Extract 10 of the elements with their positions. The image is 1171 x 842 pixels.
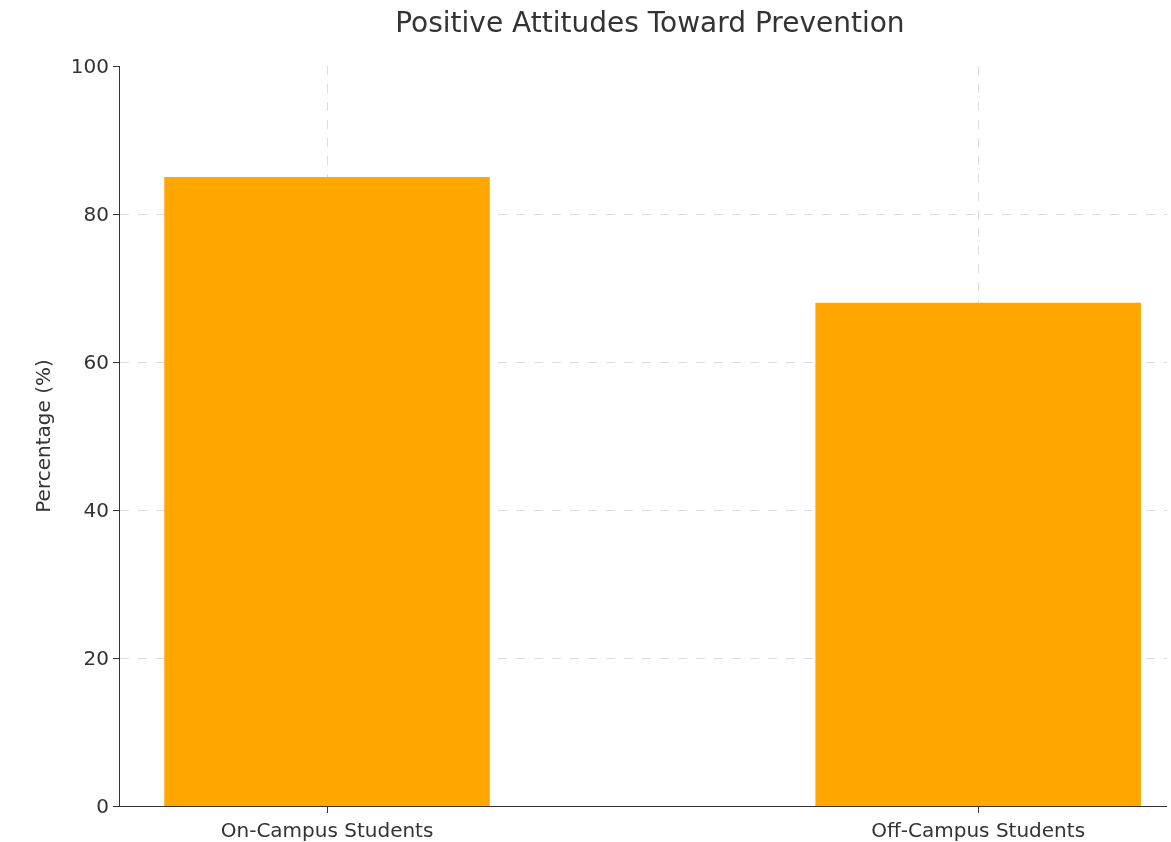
- x-tick-label: Off-Campus Students: [871, 818, 1086, 842]
- y-tick-label: 40: [83, 498, 109, 522]
- y-tick-label: 80: [83, 202, 109, 226]
- x-tick-label: On-Campus Students: [220, 818, 434, 842]
- y-axis-title: Percentage (%): [31, 359, 56, 513]
- chart-title: Positive Attitudes Toward Prevention: [395, 6, 905, 40]
- y-tick-label: 60: [83, 350, 109, 374]
- y-tick-label: 20: [83, 646, 109, 670]
- y-tick-label: 100: [70, 54, 109, 78]
- y-tick-label: 0: [96, 794, 109, 818]
